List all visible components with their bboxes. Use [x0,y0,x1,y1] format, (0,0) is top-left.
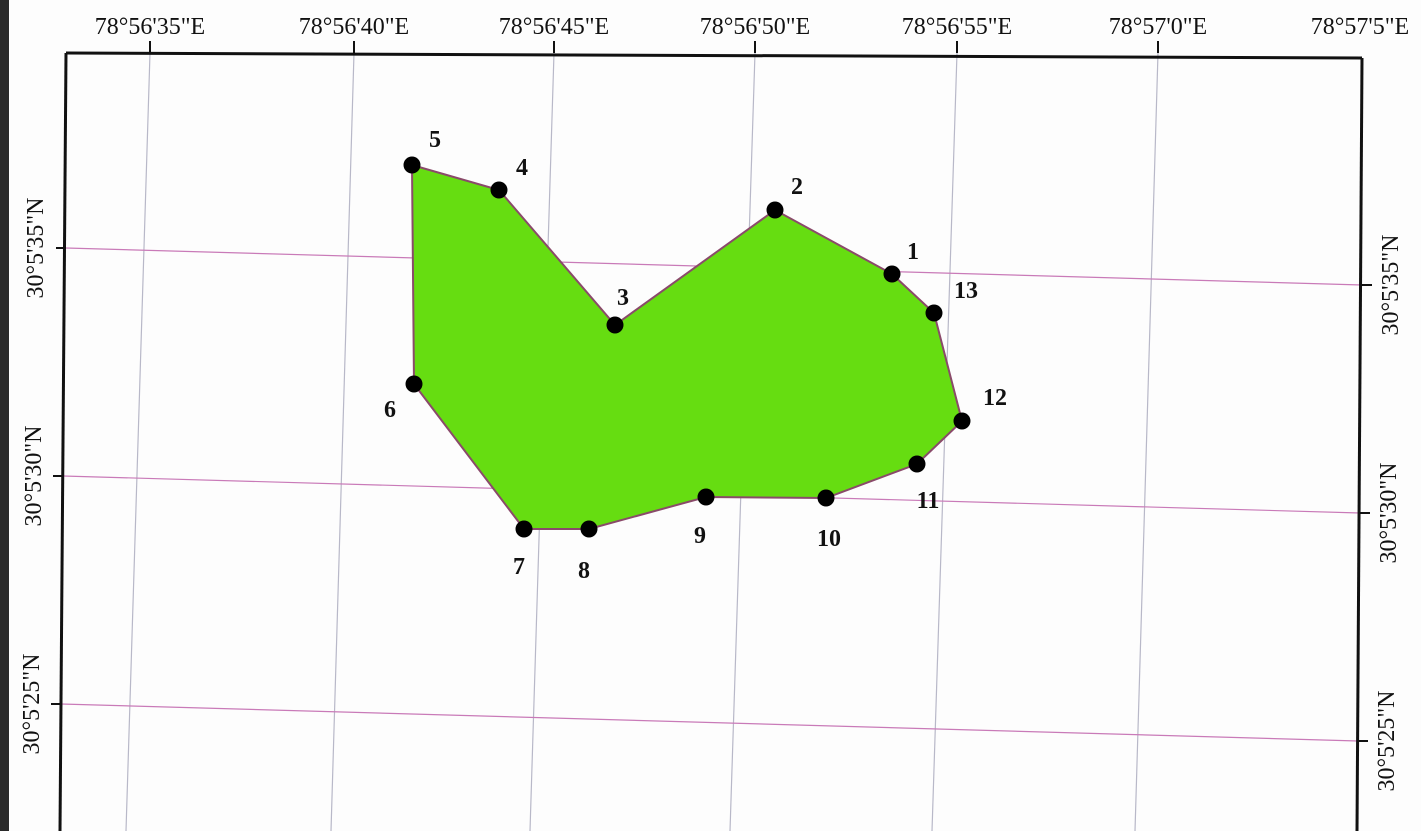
lat-label-right-3: 30°5'25"N [1374,690,1400,791]
vertex-label-1: 1 [907,239,919,265]
lat-label-left-3: 30°5'25"N [19,653,45,754]
parallel-line [60,703,1359,742]
vertex-label-6: 6 [384,397,396,423]
vertex-label-2: 2 [791,174,803,200]
lon-label-4: 78°56'50"E [700,14,810,40]
meridian-line [125,52,151,831]
vertex-label-12: 12 [983,385,1007,411]
vertex-point-13 [925,304,943,322]
lon-label-5: 78°56'55"E [902,14,1012,40]
vertex-label-9: 9 [694,523,706,549]
vertex-label-10: 10 [817,526,841,552]
vertex-label-13: 13 [954,278,978,304]
latitude-labels-right: 30°5'35"N 30°5'30"N 30°5'25"N [1374,234,1404,791]
vertex-point-1 [883,265,901,283]
lat-label-left-1: 30°5'35"N [23,197,49,298]
frame-left [58,52,68,831]
map-frame [58,51,1364,831]
vertex-point-10 [817,489,835,507]
lat-label-right-1: 30°5'35"N [1378,234,1404,335]
longitude-labels: 78°56'35"E 78°56'40"E 78°56'45"E 78°56'5… [95,14,1409,40]
vertex-point-8 [580,520,598,538]
lon-label-7: 78°57'5"E [1311,14,1409,40]
lon-label-2: 78°56'40"E [299,14,409,40]
lon-label-1: 78°56'35"E [95,14,205,40]
vertex-point-2 [766,201,784,219]
vertex-point-9 [697,488,715,506]
vertex-label-8: 8 [578,558,590,584]
vertex-label-7: 7 [513,554,525,580]
vertex-label-3: 3 [617,285,629,311]
study-area-polygon [410,163,964,530]
vertex-label-4: 4 [516,155,528,181]
latitude-labels-left: 30°5'35"N 30°5'30"N 30°5'25"N [19,197,49,754]
frame-top [65,51,1363,60]
vertex-point-4 [490,181,508,199]
boundary-polygon: 1 13 12 11 10 9 8 7 6 5 4 3 2 [384,127,1007,584]
meridian-line [330,52,355,831]
vertex-label-11: 11 [917,488,940,514]
frame-right [1355,57,1364,831]
vertex-point-7 [515,520,533,538]
scan-edge [0,0,9,831]
meridian-line [931,52,958,831]
vertex-point-5 [403,156,421,174]
lon-label-3: 78°56'45"E [499,14,609,40]
vertex-point-12 [953,412,971,430]
vertex-point-3 [606,316,624,334]
vertex-label-5: 5 [429,127,441,153]
lat-label-right-2: 30°5'30"N [1376,462,1402,563]
lat-label-left-2: 30°5'30"N [21,425,47,526]
vertex-point-6 [405,375,423,393]
lon-label-6: 78°57'0"E [1109,14,1207,40]
vertex-point-11 [908,455,926,473]
meridian-line [1134,52,1159,831]
